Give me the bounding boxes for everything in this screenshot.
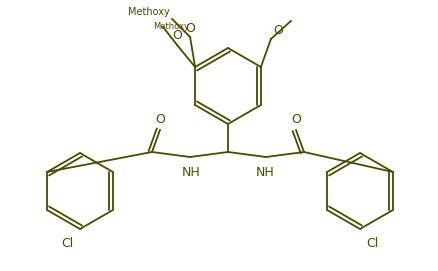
- Text: O: O: [291, 113, 301, 126]
- Text: NH: NH: [182, 166, 200, 179]
- Text: Methoxy: Methoxy: [128, 7, 170, 17]
- Text: Methoxy: Methoxy: [153, 22, 189, 31]
- Text: Cl: Cl: [62, 237, 74, 250]
- Text: NH: NH: [256, 166, 274, 179]
- Text: O: O: [273, 24, 283, 37]
- Text: O: O: [185, 22, 195, 35]
- Text: O: O: [155, 113, 165, 126]
- Text: Cl: Cl: [366, 237, 378, 250]
- Text: O: O: [172, 29, 182, 42]
